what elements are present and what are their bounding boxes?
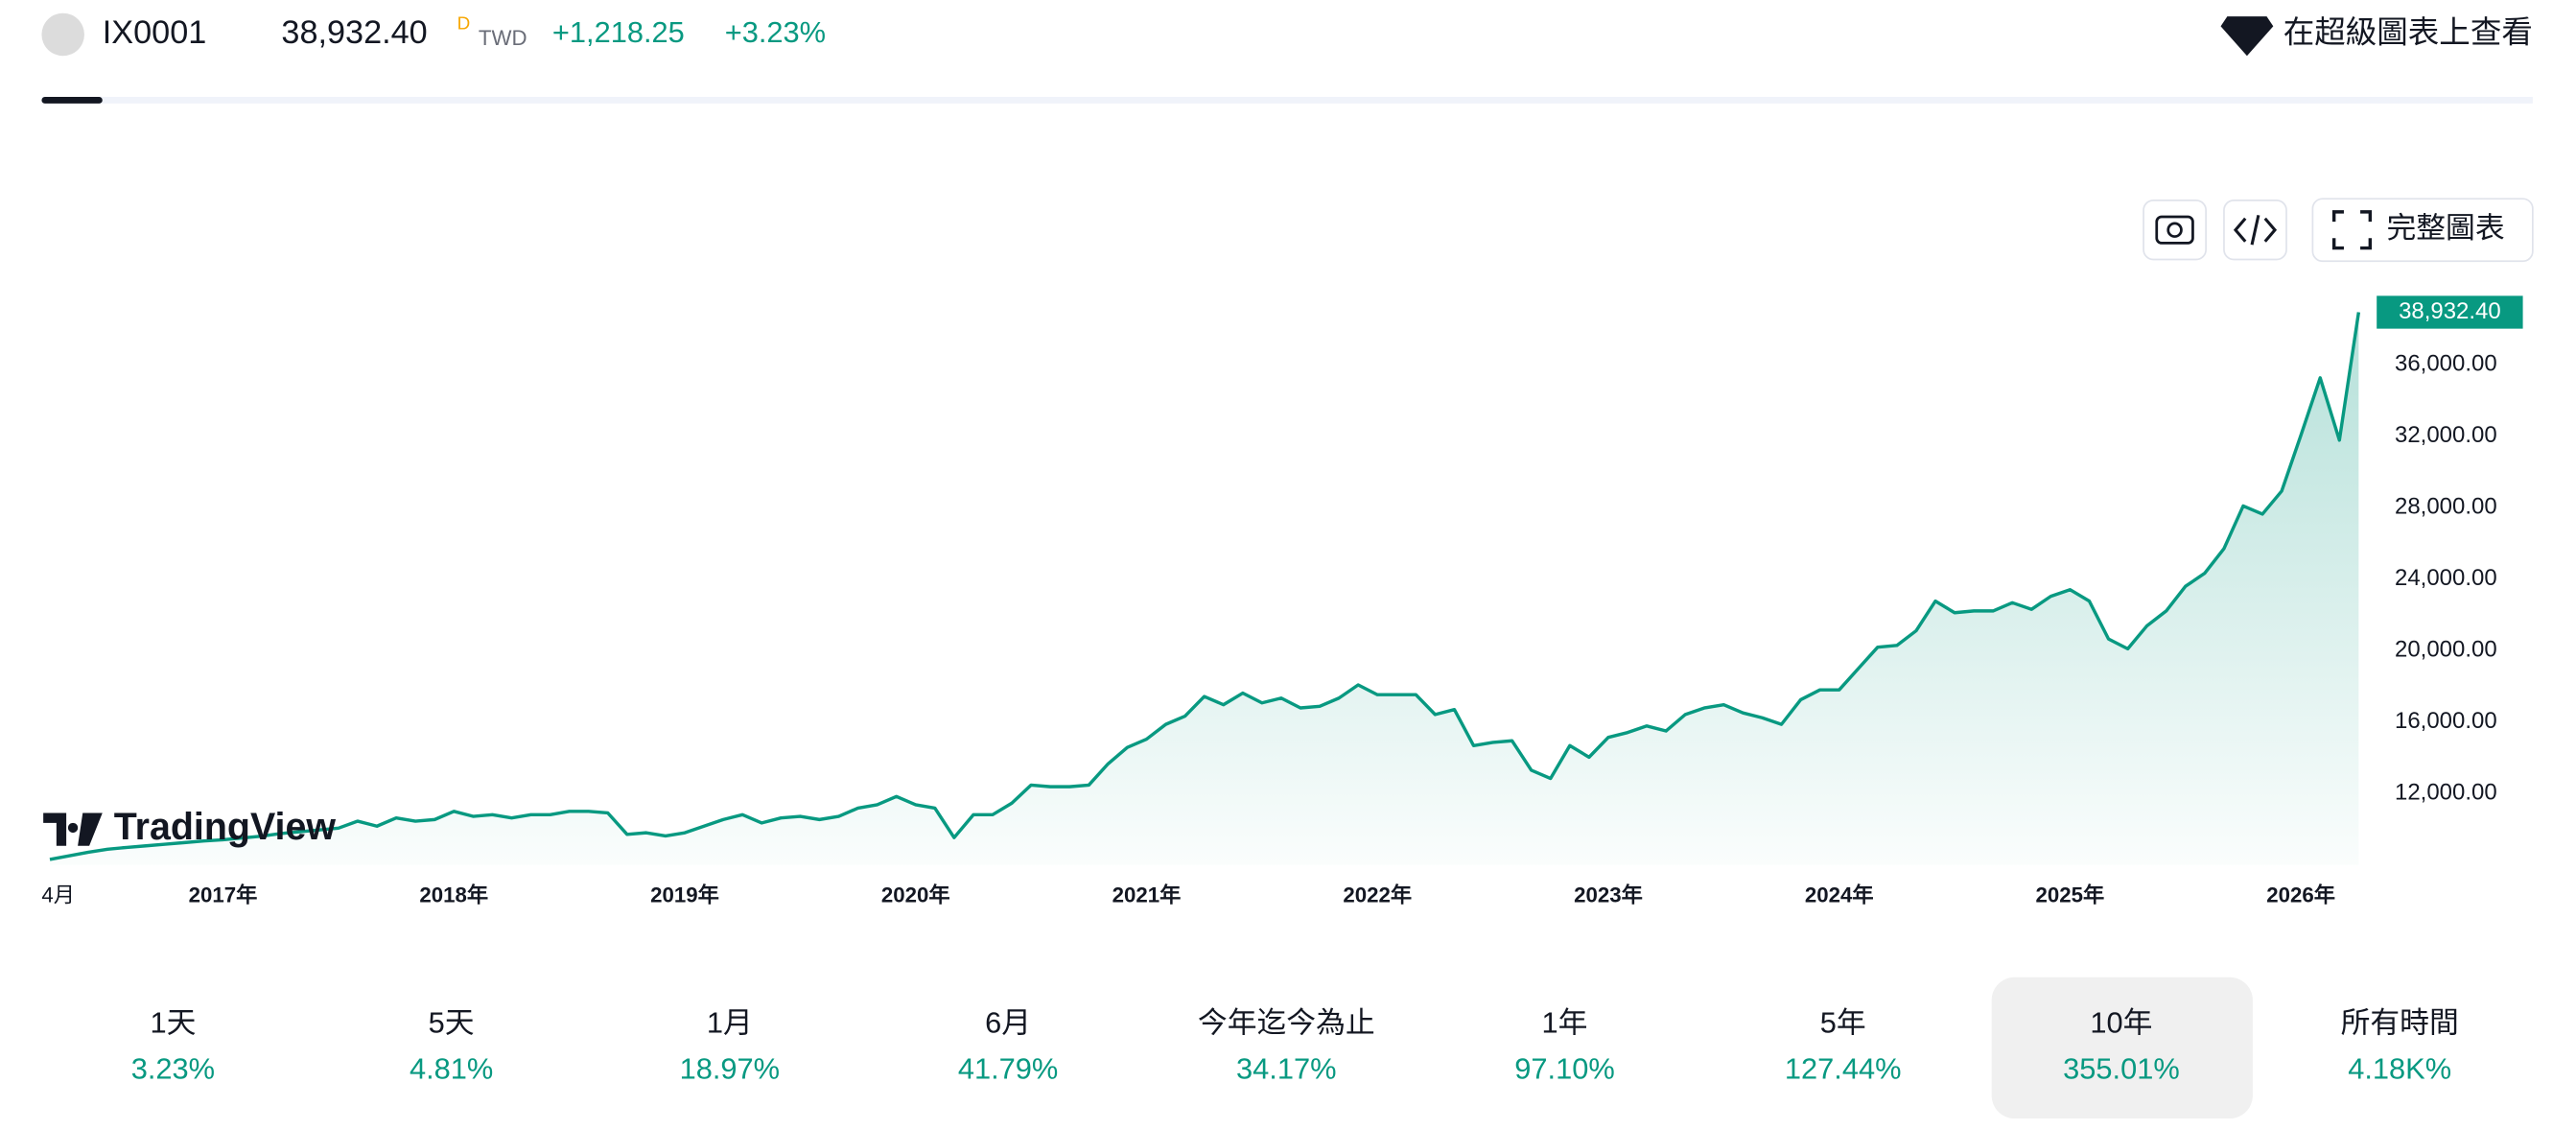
camera-icon bbox=[2155, 215, 2194, 245]
period-label: 5天 bbox=[429, 1006, 475, 1040]
change-percent: +3.23% bbox=[725, 15, 826, 49]
button-frame bbox=[2143, 200, 2207, 261]
camera-lens bbox=[2166, 222, 2183, 238]
full-chart-button[interactable]: 完整圖表 bbox=[2311, 198, 2534, 263]
period-change: 34.17% bbox=[1236, 1052, 1336, 1086]
symbol: IX0001 bbox=[103, 14, 207, 51]
period-tab[interactable]: 10年 355.01% bbox=[1991, 977, 2253, 1119]
period-change: 97.10% bbox=[1514, 1052, 1614, 1086]
period-selected-bg bbox=[1991, 977, 2253, 1119]
y-tick-label: 32,000.00 bbox=[2395, 422, 2497, 448]
x-tick-label: 2023年 bbox=[1574, 883, 1643, 907]
embed-button[interactable] bbox=[2223, 200, 2287, 261]
tab-track bbox=[41, 97, 2533, 104]
price-line bbox=[49, 312, 2361, 861]
period-tab[interactable]: 1年 97.10% bbox=[1514, 1006, 1614, 1086]
period-tab[interactable]: 6月 41.79% bbox=[958, 1006, 1058, 1086]
period-change: 18.97% bbox=[680, 1052, 780, 1086]
y-tick-label: 20,000.00 bbox=[2395, 636, 2497, 662]
period-tab[interactable]: 今年迄今為止 34.17% bbox=[1198, 1006, 1375, 1086]
full-chart-text: 完整圖表 bbox=[2386, 211, 2504, 245]
period-tab[interactable]: 5年 127.44% bbox=[1785, 1006, 1902, 1086]
tradingview-logo: TradingView bbox=[43, 806, 336, 848]
price: 38,932.40 bbox=[281, 14, 427, 51]
supercharts-text: 在超級圖表上查看 bbox=[2283, 15, 2533, 50]
period-label: 6月 bbox=[985, 1006, 1031, 1040]
button-frame bbox=[2311, 198, 2534, 263]
period-change: 4.18K% bbox=[2348, 1052, 2451, 1086]
currency: TWD bbox=[479, 26, 527, 50]
tab-indicator bbox=[41, 97, 103, 104]
period-label: 5年 bbox=[1820, 1006, 1866, 1040]
change: +1,218.25 bbox=[552, 15, 685, 49]
supercharts-link[interactable]: 在超級圖表上查看 bbox=[2220, 15, 2533, 57]
supercharts-icon bbox=[2220, 16, 2274, 57]
x-tick-label: 2021年 bbox=[1112, 883, 1182, 907]
area-fill bbox=[49, 312, 2359, 865]
period-label: 1年 bbox=[1542, 1006, 1588, 1040]
logo-mark bbox=[43, 812, 103, 846]
plot: 12,000.00 16,000.00 20,000.00 24,000.00 28,0… bbox=[41, 295, 2523, 907]
symbol-logo bbox=[41, 12, 84, 57]
period-label: 1月 bbox=[707, 1006, 753, 1040]
period-change: 127.44% bbox=[1785, 1052, 1902, 1086]
x-tick-label: 2024年 bbox=[1805, 883, 1874, 907]
x-tick-label: 2019年 bbox=[650, 883, 719, 907]
period-change: 4.81% bbox=[410, 1052, 493, 1086]
x-tick-label: 2026年 bbox=[2266, 883, 2335, 907]
y-tick-label: 36,000.00 bbox=[2395, 350, 2497, 376]
period-tab[interactable]: 所有時間 4.18K% bbox=[2341, 1006, 2459, 1086]
last-price-badge bbox=[2377, 295, 2523, 329]
interval: D bbox=[457, 13, 471, 34]
period-change: 355.01% bbox=[2063, 1052, 2180, 1086]
period-tab[interactable]: 1月 18.97% bbox=[680, 1006, 780, 1086]
y-tick-label: 12,000.00 bbox=[2395, 779, 2497, 805]
code-icon bbox=[2233, 214, 2278, 246]
x-tick-label: 2025年 bbox=[2036, 883, 2105, 907]
period-tab[interactable]: 1天 3.23% bbox=[131, 1006, 215, 1086]
y-tick-label: 28,000.00 bbox=[2395, 493, 2497, 519]
period-tab[interactable]: 5天 4.81% bbox=[410, 1006, 493, 1086]
period-label: 今年迄今為止 bbox=[1198, 1006, 1375, 1040]
market-status-icon bbox=[248, 24, 259, 45]
period-bar: 1天 3.23% 5天 4.81% 1月 18.97% 6月 41.79% 今年迄今為止 34.1… bbox=[131, 977, 2459, 1119]
y-tick-label: 16,000.00 bbox=[2395, 708, 2497, 734]
x-tick-label: 4月 bbox=[41, 883, 75, 907]
period-label: 1天 bbox=[150, 1006, 196, 1040]
snapshot-button[interactable] bbox=[2143, 200, 2207, 261]
x-tick-label: 2020年 bbox=[881, 883, 950, 907]
y-tick-label: 24,000.00 bbox=[2395, 565, 2497, 591]
x-tick-label: 2022年 bbox=[1343, 883, 1412, 907]
period-label: 10年 bbox=[2090, 1006, 2152, 1040]
period-label: 所有時間 bbox=[2341, 1006, 2459, 1040]
last-price-label: 38,932.40 bbox=[2399, 298, 2501, 324]
logo-text: TradingView bbox=[114, 806, 337, 848]
fullscreen-icon bbox=[2331, 210, 2373, 250]
period-change: 41.79% bbox=[958, 1052, 1058, 1086]
period-change: 3.23% bbox=[131, 1052, 215, 1086]
x-tick-label: 2017年 bbox=[189, 883, 258, 907]
x-tick-label: 2018年 bbox=[419, 883, 488, 907]
